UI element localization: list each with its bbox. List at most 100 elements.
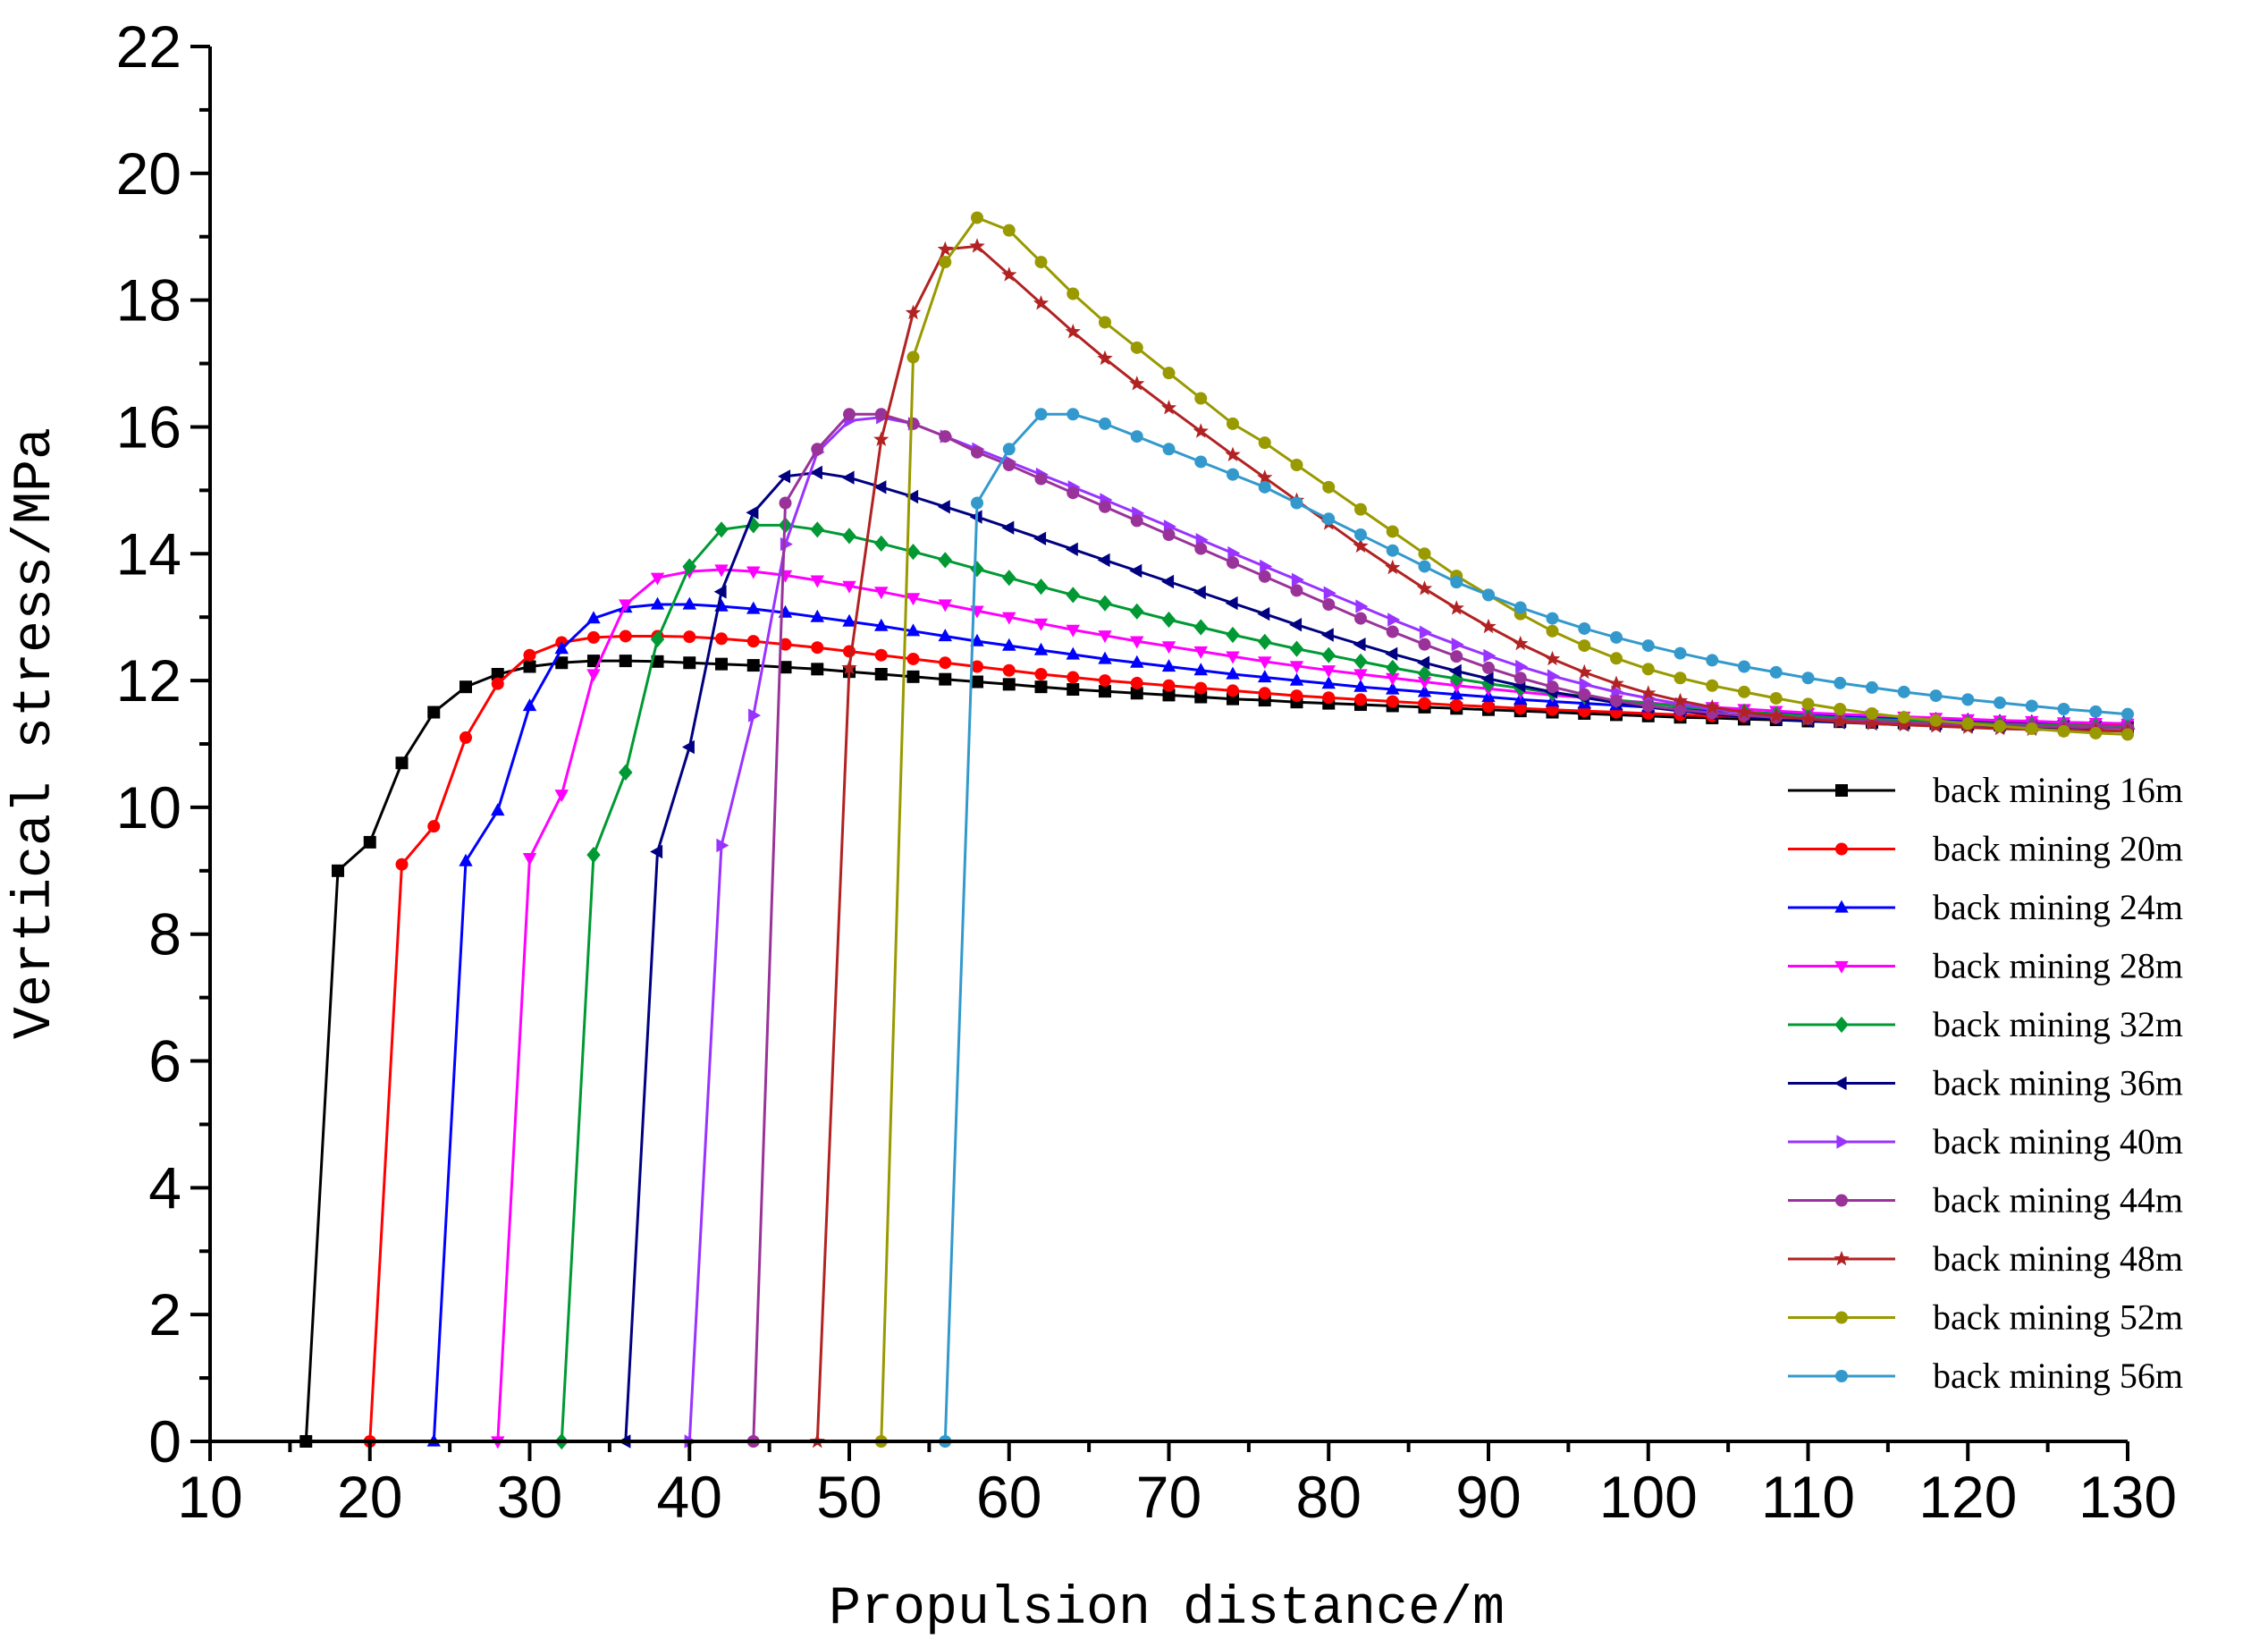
data-point	[1994, 696, 2006, 709]
data-point	[1193, 585, 1206, 600]
data-point	[1451, 638, 1464, 652]
data-point	[1897, 685, 1910, 698]
data-point	[874, 648, 888, 662]
legend-label: back mining 16m	[1933, 770, 2183, 810]
data-point	[491, 803, 505, 816]
legend-label: back mining 20m	[1933, 829, 2183, 869]
data-point	[1227, 545, 1241, 561]
data-point	[1099, 685, 1111, 698]
data-point	[522, 698, 537, 712]
y-tick-label: 14	[116, 520, 181, 587]
data-point	[1130, 676, 1143, 689]
data-point	[874, 535, 889, 552]
data-point	[1194, 690, 1208, 704]
data-point	[873, 431, 889, 446]
data-point	[1067, 671, 1080, 684]
x-tick-label: 40	[657, 1464, 722, 1530]
data-point	[555, 656, 569, 670]
legend-marker	[1834, 1076, 1847, 1091]
data-point	[1002, 663, 1016, 677]
data-point	[1800, 711, 1817, 726]
data-point	[1929, 714, 1943, 727]
data-point	[713, 585, 727, 599]
data-point	[841, 659, 857, 675]
data-point	[938, 599, 952, 613]
data-point	[810, 521, 824, 538]
data-point	[1832, 714, 1848, 729]
legend-label: back mining 44m	[1933, 1180, 2183, 1221]
data-point	[939, 256, 952, 269]
y-tick-label: 8	[148, 901, 181, 967]
data-point	[587, 630, 600, 644]
data-point	[906, 652, 920, 665]
data-point	[1257, 469, 1273, 485]
data-point	[1258, 687, 1271, 700]
data-point	[1578, 639, 1591, 653]
data-point	[1130, 636, 1144, 649]
data-point	[1576, 663, 1592, 680]
data-point	[1002, 224, 1016, 237]
data-point	[1194, 455, 1208, 469]
data-point	[1161, 641, 1176, 655]
data-point	[1674, 672, 1687, 685]
data-point	[1097, 350, 1113, 366]
data-point	[1161, 611, 1176, 629]
data-point	[1353, 537, 1369, 553]
data-point	[2025, 722, 2038, 735]
data-point	[1513, 635, 1529, 651]
data-point	[905, 304, 922, 320]
data-point	[714, 521, 729, 538]
data-point	[1736, 704, 1752, 719]
data-point	[906, 670, 920, 683]
data-point	[1033, 618, 1049, 631]
data-point	[1162, 679, 1176, 692]
y-tick-label: 2	[148, 1281, 181, 1348]
data-point	[1066, 587, 1080, 604]
data-point	[1034, 472, 1048, 486]
legend-item: back mining 56m	[1788, 1356, 2183, 1396]
data-point	[1161, 659, 1176, 672]
data-point	[1355, 599, 1369, 613]
data-point	[811, 641, 824, 655]
data-point	[906, 351, 920, 364]
data-point	[1033, 295, 1050, 310]
data-point	[1386, 525, 1399, 538]
legend-item: back mining 52m	[1788, 1297, 2183, 1338]
data-point	[1162, 528, 1176, 541]
data-point	[874, 618, 889, 631]
legend-item: back mining 20m	[1788, 829, 2183, 869]
data-point	[1480, 618, 1497, 634]
data-point	[1322, 512, 1336, 526]
legend-item: back mining 36m	[1788, 1063, 2183, 1103]
data-point	[1866, 706, 1878, 720]
data-point	[363, 835, 376, 849]
data-point	[1416, 580, 1433, 596]
data-point	[842, 528, 856, 545]
data-point	[1419, 625, 1432, 639]
data-point	[1002, 678, 1016, 691]
data-point	[1290, 459, 1303, 471]
data-point	[1033, 579, 1049, 596]
data-point	[460, 731, 472, 744]
series-line	[752, 412, 2129, 1442]
data-point	[810, 575, 824, 588]
data-point	[1257, 606, 1270, 621]
data-point	[1322, 691, 1336, 705]
data-point	[1258, 656, 1272, 670]
data-point	[427, 820, 441, 833]
data-point	[746, 601, 761, 614]
legend-marker	[1835, 784, 1848, 797]
legend-item: back mining 44m	[1788, 1180, 2183, 1221]
data-point	[779, 661, 792, 674]
data-point	[971, 675, 983, 689]
data-point	[1640, 685, 1657, 700]
data-point	[971, 496, 983, 510]
data-point	[1258, 480, 1271, 494]
data-point	[716, 838, 729, 853]
data-point	[1001, 266, 1017, 282]
data-point	[1386, 672, 1400, 686]
data-point	[1227, 468, 1239, 481]
series-line	[687, 416, 2129, 1442]
data-point	[874, 587, 889, 600]
data-point	[1706, 654, 1719, 667]
